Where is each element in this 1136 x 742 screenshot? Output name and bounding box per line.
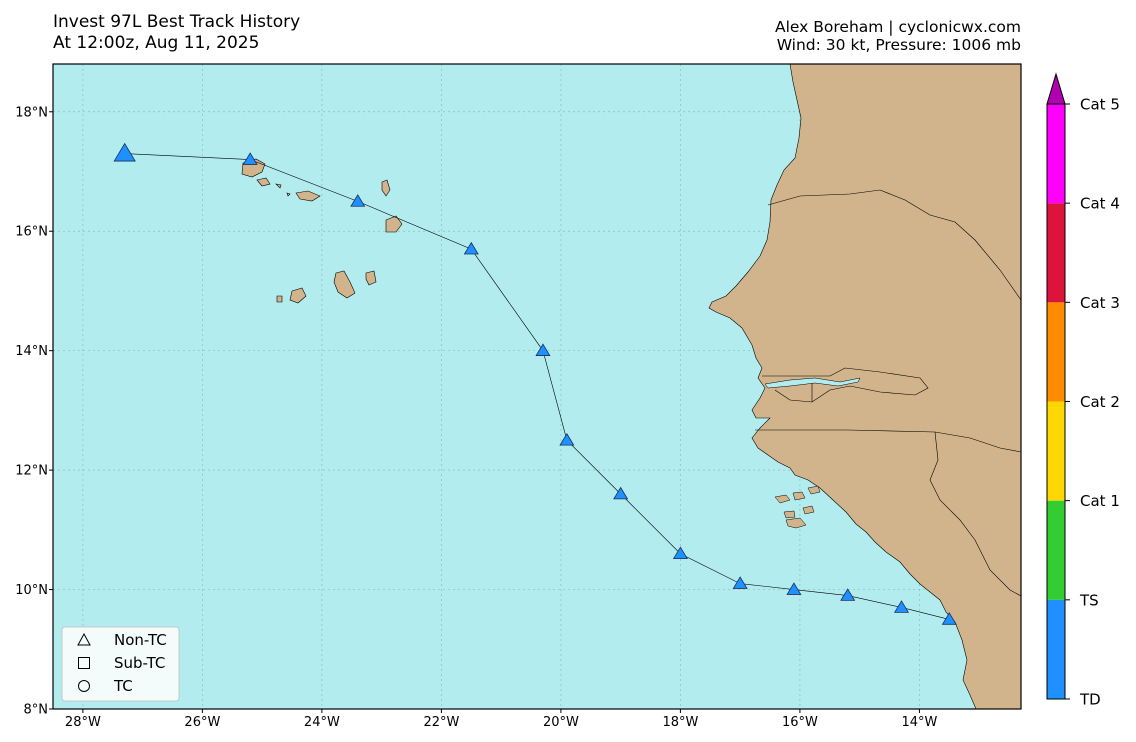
y-tick-label: 14°N <box>15 344 48 359</box>
credit-text: Alex Boreham | cyclonicwx.com <box>775 18 1021 36</box>
colorbar-label: Cat 3 <box>1080 294 1120 312</box>
legend-label-tc: TC <box>113 677 133 695</box>
bissagos-islands <box>774 485 821 529</box>
track-point <box>242 152 258 165</box>
circle-icon <box>78 680 90 692</box>
track-point <box>350 194 366 207</box>
track-point <box>672 546 688 559</box>
cape-verde-islands <box>241 158 403 304</box>
track-point <box>463 241 479 255</box>
y-tick-label: 8°N <box>24 703 49 718</box>
legend-label-non-tc: Non-TC <box>114 631 167 649</box>
map-frame <box>52 63 1022 710</box>
legend-box <box>61 626 180 702</box>
category-colorbar: TD TS Cat 1 Cat 2 Cat 3 Cat 4 Cat 5 <box>1046 72 1120 709</box>
x-tick-label: 28°W <box>65 715 101 730</box>
x-tick-label: 24°W <box>304 715 340 730</box>
colorbar-label: Cat 5 <box>1080 96 1120 114</box>
colorbar-band <box>1047 302 1065 402</box>
colorbar-band <box>1047 401 1065 501</box>
triangle-icon <box>77 632 91 646</box>
axis-ticks: 28°W 26°W 24°W 22°W 20°W 18°W 16°W 14°W 8°N 10°N 1… <box>15 105 937 730</box>
colorbar-label: Cat 1 <box>1080 492 1120 510</box>
y-tick-label: 18°N <box>15 105 48 120</box>
colorbar-label: Cat 2 <box>1080 393 1120 411</box>
track-point <box>893 600 910 613</box>
square-icon <box>78 657 90 669</box>
track-point <box>786 582 802 595</box>
page-title: Invest 97L Best Track History <box>53 12 301 32</box>
gambia-river <box>764 377 861 389</box>
header-left: Invest 97L Best Track History At 12:00z,… <box>53 12 300 54</box>
x-tick-label: 22°W <box>423 715 459 730</box>
track-point <box>840 588 856 601</box>
y-tick-label: 10°N <box>15 583 48 598</box>
x-tick-label: 26°W <box>184 715 220 730</box>
legend-label-sub-tc: Sub-TC <box>114 654 165 672</box>
track-point <box>559 432 575 446</box>
x-tick-label: 18°W <box>662 715 698 730</box>
header-right: Alex Boreham | cyclonicwx.com Wind: 30 k… <box>775 18 1021 54</box>
y-tick-label: 12°N <box>15 464 48 479</box>
y-tick-label: 16°N <box>15 225 48 240</box>
africa-landmass <box>708 64 1021 709</box>
colorbar-label: TD <box>1079 691 1101 709</box>
track-point-current <box>113 142 136 162</box>
status-text: Wind: 30 kt, Pressure: 1006 mb <box>776 36 1021 54</box>
legend: Non-TC Sub-TC TC <box>61 626 180 702</box>
colorbar-label: Cat 4 <box>1080 195 1120 213</box>
track-point <box>732 576 748 589</box>
track-point <box>535 343 551 356</box>
track-point <box>613 486 629 500</box>
colorbar-label: TS <box>1079 591 1099 609</box>
colorbar-band <box>1047 599 1065 699</box>
country-borders <box>755 189 1021 597</box>
x-tick-label: 20°W <box>543 715 579 730</box>
x-tick-label: 14°W <box>901 715 937 730</box>
colorbar-band <box>1047 500 1065 600</box>
track-point <box>941 612 957 625</box>
track-points <box>113 142 957 625</box>
colorbar-band <box>1047 104 1065 204</box>
x-tick-label: 16°W <box>782 715 818 730</box>
page-subtitle: At 12:00z, Aug 11, 2025 <box>53 33 260 53</box>
colorbar-band <box>1047 203 1065 303</box>
colorbar-extend-arrow <box>1046 72 1066 105</box>
